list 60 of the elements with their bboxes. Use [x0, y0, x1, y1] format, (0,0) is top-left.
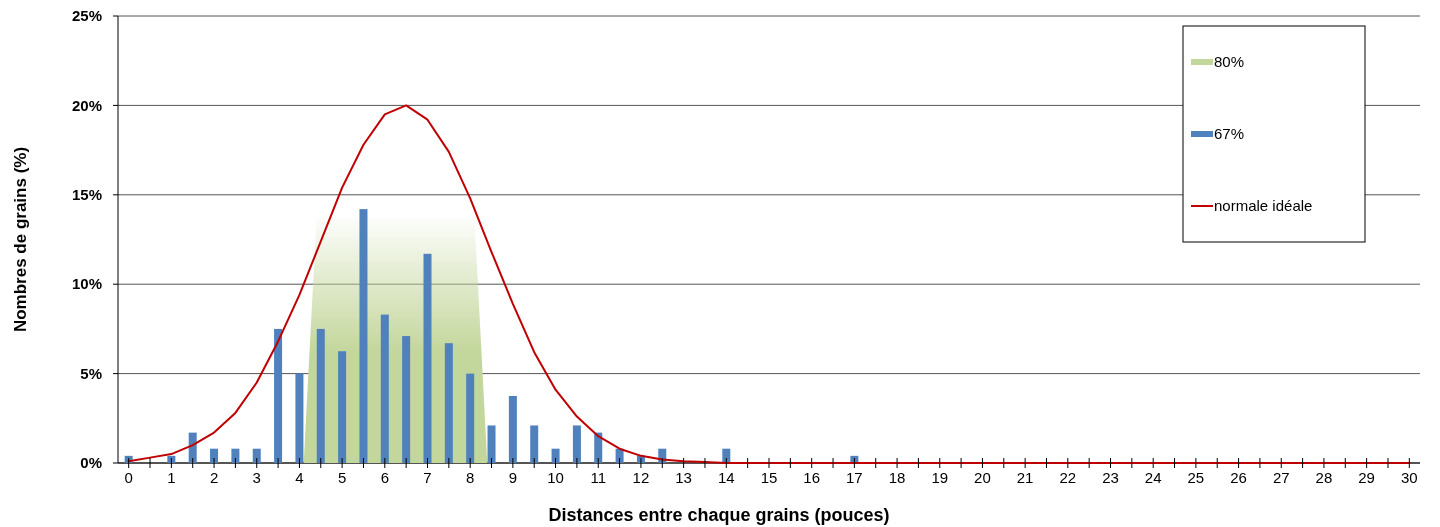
x-tick-label: 2: [209, 469, 219, 486]
legend-label: 67%: [1214, 125, 1245, 143]
x-tick-label: 25: [1187, 469, 1205, 486]
x-tick-label: 4: [295, 469, 304, 486]
x-tick-label: 15: [760, 469, 778, 486]
y-tick-label: 15%: [71, 186, 102, 204]
x-tick-label: 30: [1400, 469, 1418, 486]
y-tick-label: 0%: [80, 454, 102, 472]
x-tick-label: 14: [717, 469, 735, 486]
x-tick-label: 21: [1016, 469, 1034, 486]
x-tick-label: 18: [888, 469, 906, 486]
bar: [402, 336, 411, 463]
y-tick-label: 5%: [80, 364, 102, 382]
y-tick-label: 25%: [71, 7, 102, 25]
bar: [444, 343, 453, 463]
x-tick-label: 16: [803, 469, 821, 486]
bar: [530, 425, 539, 463]
x-tick-label: 12: [632, 469, 650, 486]
x-tick-label: 26: [1230, 469, 1247, 486]
x-tick-label: 7: [423, 469, 432, 486]
bar: [551, 448, 560, 463]
x-tick-label: 28: [1315, 469, 1333, 486]
x-tick-label: 17: [846, 469, 863, 486]
x-tick-label: 6: [380, 469, 389, 486]
x-tick-label: 23: [1102, 469, 1119, 486]
bar: [316, 328, 325, 463]
line-series: [127, 104, 1411, 464]
x-tick-label: 27: [1272, 469, 1290, 486]
bar: [252, 448, 261, 463]
x-tick-label: 5: [337, 469, 347, 486]
bar: [423, 253, 432, 463]
x-tick-label: 13: [675, 469, 692, 486]
y-axis-title: Nombres de grains (%): [11, 146, 30, 333]
bar: [359, 209, 368, 463]
x-tick-label: 11: [590, 469, 607, 486]
bar: [508, 395, 517, 463]
bar: [274, 328, 283, 463]
legend-label: 80%: [1214, 53, 1245, 71]
bar: [295, 373, 304, 463]
y-tick-label: 20%: [71, 96, 102, 114]
bar: [380, 314, 389, 463]
x-tick-label: 3: [252, 469, 261, 486]
bar: [572, 425, 581, 463]
x-tick-label: 8: [466, 469, 475, 486]
x-tick-label: 1: [167, 469, 176, 486]
bar: [338, 351, 347, 463]
x-tick-label: 10: [547, 469, 564, 486]
x-tick-label: 19: [931, 469, 949, 486]
x-tick-label: 9: [508, 469, 518, 486]
legend-label: normale idéale: [1214, 197, 1313, 215]
x-tick-label: 29: [1358, 469, 1375, 486]
y-tick-label: 10%: [71, 275, 102, 293]
x-tick-label: 22: [1059, 469, 1077, 486]
bar: [487, 425, 496, 463]
bar: [231, 448, 240, 463]
x-tick-label: 24: [1144, 469, 1162, 486]
x-axis-title: Distances entre chaque grains (pouces): [548, 505, 890, 525]
bar: [466, 373, 475, 463]
x-tick-label: 0: [124, 469, 133, 486]
x-tick-label: 20: [974, 469, 991, 486]
